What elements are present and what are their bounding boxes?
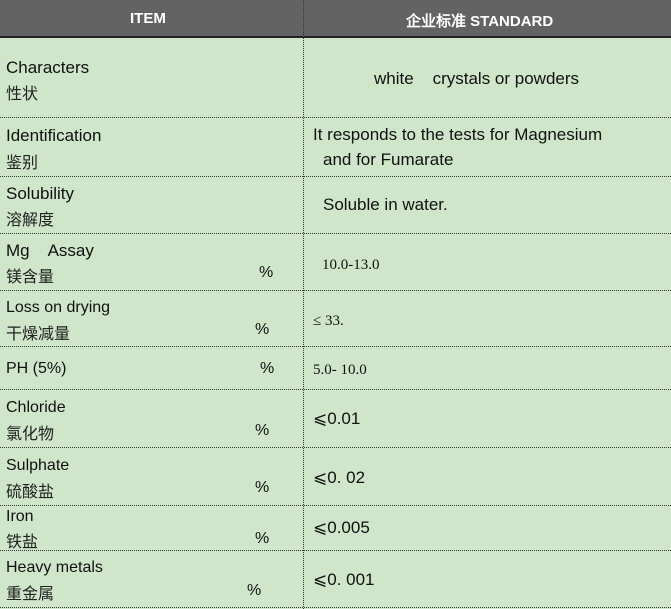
standard-value: 10.0-13.0 (322, 257, 380, 273)
standard-value: white crystals or powders (374, 69, 580, 88)
item-name: Identification (6, 126, 102, 145)
unit-percent: % (255, 479, 270, 496)
item-name: Mg Assay (6, 241, 94, 260)
table-row: Mg Assay 镁含量 % 10.0-13.0 (0, 234, 671, 291)
item-column-header: ITEM (130, 10, 166, 27)
unit-percent: % (247, 582, 262, 599)
item-name-zh: 性状 (6, 86, 39, 103)
item-name-zh: 铁盐 (6, 534, 39, 551)
standard-value: It responds to the tests for Magnesium (313, 125, 603, 144)
standard-value-line2: and for Fumarate (323, 150, 454, 169)
standard-value: ⩽0.01 (313, 409, 361, 428)
item-name: Chloride (6, 399, 66, 416)
unit-percent: % (255, 321, 270, 338)
table-row: Solubility 溶解度 Soluble in water. (0, 177, 671, 234)
unit-percent: % (255, 530, 270, 547)
item-name-zh: 鉴别 (6, 155, 39, 172)
standard-value: ≤ 33. (313, 313, 344, 329)
item-name: Sulphate (6, 457, 70, 474)
item-name: Loss on drying (6, 299, 111, 316)
item-name-zh: 溶解度 (6, 212, 55, 229)
table-row: Loss on drying 干燥减量 % ≤ 33. (0, 291, 671, 347)
standard-column-header: 企业标准 STANDARD (406, 13, 554, 30)
item-name: Heavy metals (6, 559, 103, 576)
column-divider (303, 0, 304, 609)
item-name: Iron (6, 508, 34, 525)
standard-value: ⩽0. 001 (313, 570, 375, 589)
table-row: Characters 性状 white crystals or powders (0, 38, 671, 118)
standard-value: 5.0- 10.0 (313, 362, 367, 378)
item-name-zh: 重金属 (6, 586, 55, 603)
item-name: PH (5%) (6, 360, 67, 377)
unit-percent: % (255, 422, 270, 439)
item-name: Solubility (6, 184, 75, 203)
standard-value: Soluble in water. (323, 195, 448, 214)
table-row: Identification 鉴别 It responds to the tes… (0, 118, 671, 177)
table-header: ITEM 企业标准 STANDARD (0, 0, 671, 38)
unit-percent: % (259, 264, 274, 281)
item-name-zh: 硫酸盐 (6, 484, 55, 501)
standard-value: ⩽0.005 (313, 518, 370, 537)
table-row: Sulphate 硫酸盐 % ⩽0. 02 (0, 448, 671, 506)
table-row: PH (5%) % 5.0- 10.0 (0, 347, 671, 390)
table-row: Iron 铁盐 % ⩽0.005 (0, 506, 671, 551)
unit-percent: % (260, 360, 275, 377)
item-name: Characters (6, 58, 90, 77)
standard-value: ⩽0. 02 (313, 468, 366, 487)
item-name-zh: 镁含量 (6, 269, 55, 286)
item-name-zh: 氯化物 (6, 426, 55, 443)
table-row: Chloride 氯化物 % ⩽0.01 (0, 390, 671, 448)
item-name-zh: 干燥减量 (6, 326, 71, 343)
table-row: Heavy metals 重金属 % ⩽0. 001 (0, 551, 671, 608)
